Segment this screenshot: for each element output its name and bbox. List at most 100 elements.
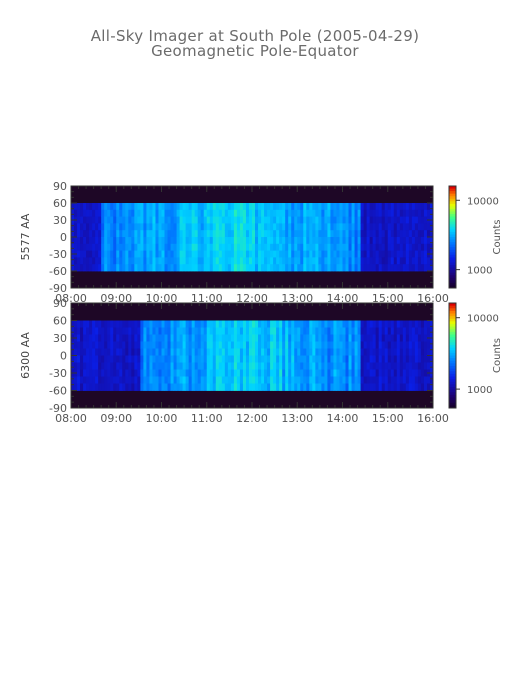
heatmap-cell bbox=[80, 223, 84, 231]
heatmap-cell bbox=[167, 264, 171, 272]
colorbar-segment bbox=[449, 305, 456, 309]
heatmap-cell bbox=[381, 362, 386, 370]
heatmap-cell bbox=[414, 237, 419, 245]
heatmap-cell bbox=[122, 257, 126, 265]
heatmap-cell bbox=[218, 369, 223, 377]
heatmap-cell bbox=[224, 243, 229, 251]
heatmap-cell bbox=[357, 334, 361, 342]
heatmap-cell bbox=[152, 362, 156, 370]
heatmap-cell bbox=[134, 355, 138, 363]
heatmap-cell bbox=[324, 243, 328, 251]
heatmap-cell bbox=[206, 369, 211, 377]
heatmap-cell bbox=[315, 250, 319, 258]
heatmap-cell bbox=[230, 223, 235, 231]
heatmap-cell bbox=[245, 203, 250, 211]
heatmap-cell bbox=[215, 264, 220, 272]
heatmap-cell bbox=[330, 320, 334, 328]
colorbar-segment bbox=[449, 400, 456, 404]
heatmap-cell bbox=[173, 230, 177, 238]
heatmap-cell bbox=[327, 230, 331, 238]
heatmap-cell bbox=[71, 327, 75, 335]
heatmap-cell bbox=[212, 223, 217, 231]
heatmap-cell bbox=[245, 334, 250, 342]
heatmap-cell bbox=[411, 223, 416, 231]
heatmap-cell bbox=[191, 237, 196, 245]
heatmap-cell bbox=[152, 223, 156, 231]
heatmap-cell bbox=[227, 327, 232, 335]
heatmap-cell bbox=[357, 209, 361, 217]
heatmap-cell bbox=[429, 243, 434, 251]
colorbar-segment bbox=[449, 392, 456, 396]
heatmap-cell bbox=[146, 243, 150, 251]
heatmap-cell bbox=[233, 250, 238, 258]
heatmap-cell bbox=[119, 362, 123, 370]
heatmap-cell bbox=[423, 250, 428, 258]
heatmap-cell bbox=[363, 257, 368, 265]
heatmap-cell bbox=[152, 250, 156, 258]
heatmap-cell bbox=[363, 216, 368, 224]
heatmap-cell bbox=[324, 264, 328, 272]
heatmap-cell bbox=[236, 383, 241, 391]
heatmap-cell bbox=[294, 216, 298, 224]
heatmap-cell bbox=[236, 230, 241, 238]
heatmap-cell bbox=[339, 243, 343, 251]
heatmap-cell bbox=[194, 341, 199, 349]
heatmap-cell bbox=[242, 383, 247, 391]
heatmap-cell bbox=[396, 334, 401, 342]
colorbar-segment bbox=[449, 394, 456, 399]
heatmap-cell bbox=[318, 250, 322, 258]
heatmap-cell bbox=[306, 362, 310, 370]
heatmap-cell bbox=[396, 257, 401, 265]
heatmap-cell bbox=[255, 209, 259, 217]
heatmap-cell bbox=[345, 355, 349, 363]
heatmap-cell bbox=[200, 348, 205, 356]
heatmap-cell bbox=[74, 383, 78, 391]
heatmap-cell bbox=[113, 203, 117, 211]
heatmap-cell bbox=[71, 237, 75, 245]
heatmap-cell bbox=[270, 369, 274, 377]
heatmap-cell bbox=[218, 264, 223, 272]
heatmap-cell bbox=[128, 250, 132, 258]
heatmap-cell bbox=[429, 362, 434, 370]
heatmap-cell bbox=[360, 320, 365, 328]
heatmap-cell bbox=[399, 327, 404, 335]
heatmap-cell bbox=[131, 362, 135, 370]
heatmap-cell bbox=[89, 355, 93, 363]
heatmap-cell bbox=[375, 334, 380, 342]
heatmap-cell bbox=[399, 230, 404, 238]
heatmap-cell bbox=[233, 243, 238, 251]
heatmap-cell bbox=[270, 257, 274, 265]
heatmap-cell bbox=[224, 223, 229, 231]
heatmap-cell bbox=[357, 203, 361, 211]
heatmap-cell bbox=[134, 216, 138, 224]
heatmap-cell bbox=[405, 327, 410, 335]
heatmap-cell bbox=[279, 230, 283, 238]
heatmap-cell bbox=[414, 320, 419, 328]
colorbar-segment bbox=[449, 208, 456, 212]
heatmap-cell bbox=[333, 209, 337, 217]
heatmap-cell bbox=[206, 209, 211, 217]
heatmap-cell bbox=[297, 216, 301, 224]
heatmap-cell bbox=[375, 320, 380, 328]
heatmap-cell bbox=[224, 264, 229, 272]
heatmap-cell bbox=[83, 216, 87, 224]
heatmap-cell bbox=[206, 383, 211, 391]
heatmap-cell bbox=[375, 216, 380, 224]
heatmap-cell bbox=[369, 243, 374, 251]
heatmap-cell bbox=[173, 376, 177, 384]
heatmap-cell bbox=[333, 257, 337, 265]
heatmap-cell bbox=[399, 203, 404, 211]
heatmap-cell bbox=[252, 237, 256, 245]
heatmap-cell bbox=[206, 348, 211, 356]
heatmap-cell bbox=[258, 223, 262, 231]
heatmap-cell bbox=[86, 369, 90, 377]
heatmap-cell bbox=[408, 257, 413, 265]
heatmap-cell bbox=[276, 327, 280, 335]
heatmap-cell bbox=[390, 237, 395, 245]
heatmap-cell bbox=[423, 243, 428, 251]
heatmap-cell bbox=[330, 369, 334, 377]
heatmap-cell bbox=[381, 327, 386, 335]
heatmap-cell bbox=[351, 341, 355, 349]
heatmap-cell bbox=[330, 230, 334, 238]
heatmap-cell bbox=[426, 383, 431, 391]
